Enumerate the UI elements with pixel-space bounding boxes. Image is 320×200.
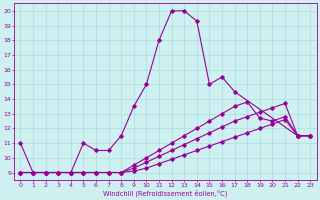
X-axis label: Windchill (Refroidissement éolien,°C): Windchill (Refroidissement éolien,°C)	[103, 189, 228, 197]
